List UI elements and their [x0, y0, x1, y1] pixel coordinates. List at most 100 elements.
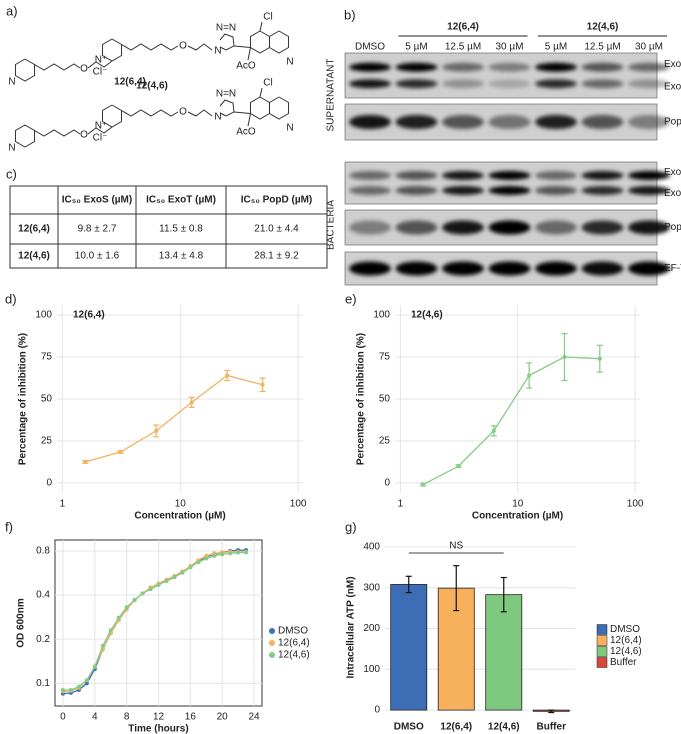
- panel-label: g): [345, 519, 357, 534]
- atom-label: AcO: [236, 127, 256, 138]
- data-point: [236, 550, 241, 555]
- group-label: 12(4,6): [587, 22, 619, 33]
- band: [488, 186, 531, 195]
- band: [581, 115, 624, 129]
- atom-label: Cl: [263, 12, 272, 23]
- y-tick-label: 400: [363, 542, 380, 553]
- data-point: [189, 400, 194, 405]
- data-point: [140, 591, 145, 596]
- data-point: [76, 684, 81, 689]
- bond: [14, 124, 36, 148]
- band: [581, 62, 624, 72]
- series-line: [62, 551, 247, 693]
- x-tick-label: 0: [60, 712, 66, 723]
- atom-label: N⁺: [95, 121, 108, 132]
- band: [349, 261, 391, 276]
- data-point: [172, 575, 177, 580]
- panel-label: c): [6, 166, 17, 181]
- atom-label: Cl⁻: [93, 67, 108, 78]
- atom-label: N: [286, 57, 293, 68]
- legend-label: DMSO: [610, 624, 640, 635]
- x-axis-label: Concentration (µM): [472, 511, 563, 522]
- data-point: [456, 464, 461, 469]
- band: [395, 62, 438, 72]
- row-header: 12(6,4): [18, 224, 50, 235]
- band: [488, 171, 531, 180]
- band: [349, 62, 391, 72]
- panel-label: b): [344, 7, 356, 22]
- y-tick-label: 0.2: [36, 634, 50, 645]
- band: [581, 186, 624, 195]
- band: [581, 261, 624, 276]
- legend-label: 12(6,4): [278, 638, 310, 649]
- band: [349, 220, 391, 235]
- atom-label: N⁺: [95, 55, 108, 66]
- x-tick-label: 100: [290, 499, 307, 510]
- atom-label: N: [286, 123, 293, 134]
- bond: [219, 99, 235, 117]
- x-tick-label: 4: [92, 712, 98, 723]
- atom-label: O: [179, 41, 187, 52]
- data-point: [108, 628, 113, 633]
- data-point: [196, 560, 201, 565]
- compound-label: 12(6,4): [114, 77, 146, 88]
- lane-label: 5 µM: [405, 42, 427, 53]
- atom-label: O: [80, 130, 88, 141]
- band: [535, 261, 577, 276]
- band: [442, 62, 484, 72]
- bond: [249, 30, 271, 54]
- data-point: [204, 556, 209, 561]
- atom-label: N: [8, 143, 15, 154]
- x-tick-label: 1: [398, 499, 404, 510]
- atom-label: Cl⁻: [93, 133, 108, 144]
- panel-label: e): [345, 291, 357, 306]
- band: [535, 186, 577, 195]
- data-point: [260, 382, 265, 387]
- bond: [14, 58, 36, 82]
- band: [535, 62, 577, 72]
- band: [628, 220, 670, 235]
- column-header: IC₅₀ PopD (µM): [241, 195, 313, 206]
- compound-label: 12(4,6): [136, 81, 168, 92]
- band: [535, 79, 577, 89]
- band-label: ExoT: [664, 167, 681, 178]
- x-tick-label: 10: [175, 499, 187, 510]
- band: [442, 79, 484, 89]
- blot-strip: [344, 161, 658, 205]
- legend-marker: [269, 652, 275, 658]
- bond: [187, 43, 213, 51]
- panel-label: a): [6, 3, 18, 18]
- chart-title: 12(6,4): [73, 310, 105, 321]
- western-blot: DMSO 5 µM 12.5 µM 30 µM 5 µM 12.5 µM 30 µM 12(6…: [326, 22, 681, 286]
- series-line: [422, 356, 600, 486]
- legend-swatch: [596, 657, 608, 668]
- data-point: [100, 643, 105, 648]
- band-label: PopD: [664, 222, 681, 233]
- band: [535, 171, 577, 180]
- table-border: [9, 185, 328, 269]
- y-tick-label: 100: [373, 310, 390, 321]
- band: [628, 79, 670, 89]
- data-point: [116, 615, 121, 620]
- data-point: [491, 428, 496, 433]
- data-point: [68, 688, 73, 693]
- band: [349, 115, 391, 129]
- band: [349, 79, 391, 89]
- band: [535, 220, 577, 235]
- blot-strip: [344, 52, 658, 99]
- band-label: ExoS: [664, 81, 681, 92]
- band: [395, 220, 438, 235]
- band: [628, 261, 670, 276]
- bond: [268, 96, 290, 120]
- data-point: [154, 428, 159, 433]
- data-point: [84, 681, 89, 686]
- legend-swatch: [596, 624, 608, 635]
- bond: [87, 60, 113, 69]
- bond: [268, 30, 290, 54]
- data-point: [225, 373, 230, 378]
- x-axis-label: Concentration (µM): [134, 511, 225, 522]
- y-tick-label: 300: [363, 582, 380, 593]
- x-tick-label: 16: [185, 712, 197, 723]
- legend-label: 12(6,4): [610, 635, 642, 646]
